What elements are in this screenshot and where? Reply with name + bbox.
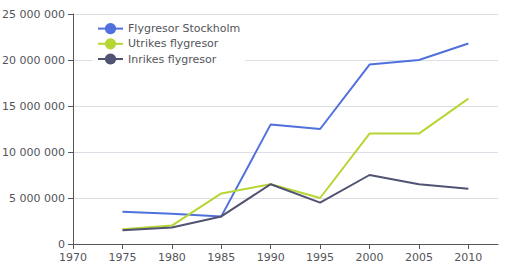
svg-text:1990: 1990: [257, 251, 285, 264]
svg-text:1985: 1985: [207, 251, 235, 264]
svg-text:0: 0: [58, 238, 65, 251]
svg-text:Utrikes flygresor: Utrikes flygresor: [128, 37, 219, 50]
svg-text:1970: 1970: [59, 251, 87, 264]
svg-text:20 000 000: 20 000 000: [2, 54, 65, 67]
svg-text:2010: 2010: [454, 251, 482, 264]
svg-text:1980: 1980: [158, 251, 186, 264]
svg-text:25 000 000: 25 000 000: [2, 8, 65, 21]
svg-text:5 000 000: 5 000 000: [9, 192, 65, 205]
svg-text:Flygresor Stockholm: Flygresor Stockholm: [128, 22, 240, 35]
svg-text:2005: 2005: [405, 251, 433, 264]
svg-text:1995: 1995: [306, 251, 334, 264]
svg-text:Inrikes flygresor: Inrikes flygresor: [128, 53, 217, 66]
svg-text:1975: 1975: [108, 251, 136, 264]
svg-text:10 000 000: 10 000 000: [2, 146, 65, 159]
svg-text:15 000 000: 15 000 000: [2, 100, 65, 113]
svg-text:2000: 2000: [356, 251, 384, 264]
